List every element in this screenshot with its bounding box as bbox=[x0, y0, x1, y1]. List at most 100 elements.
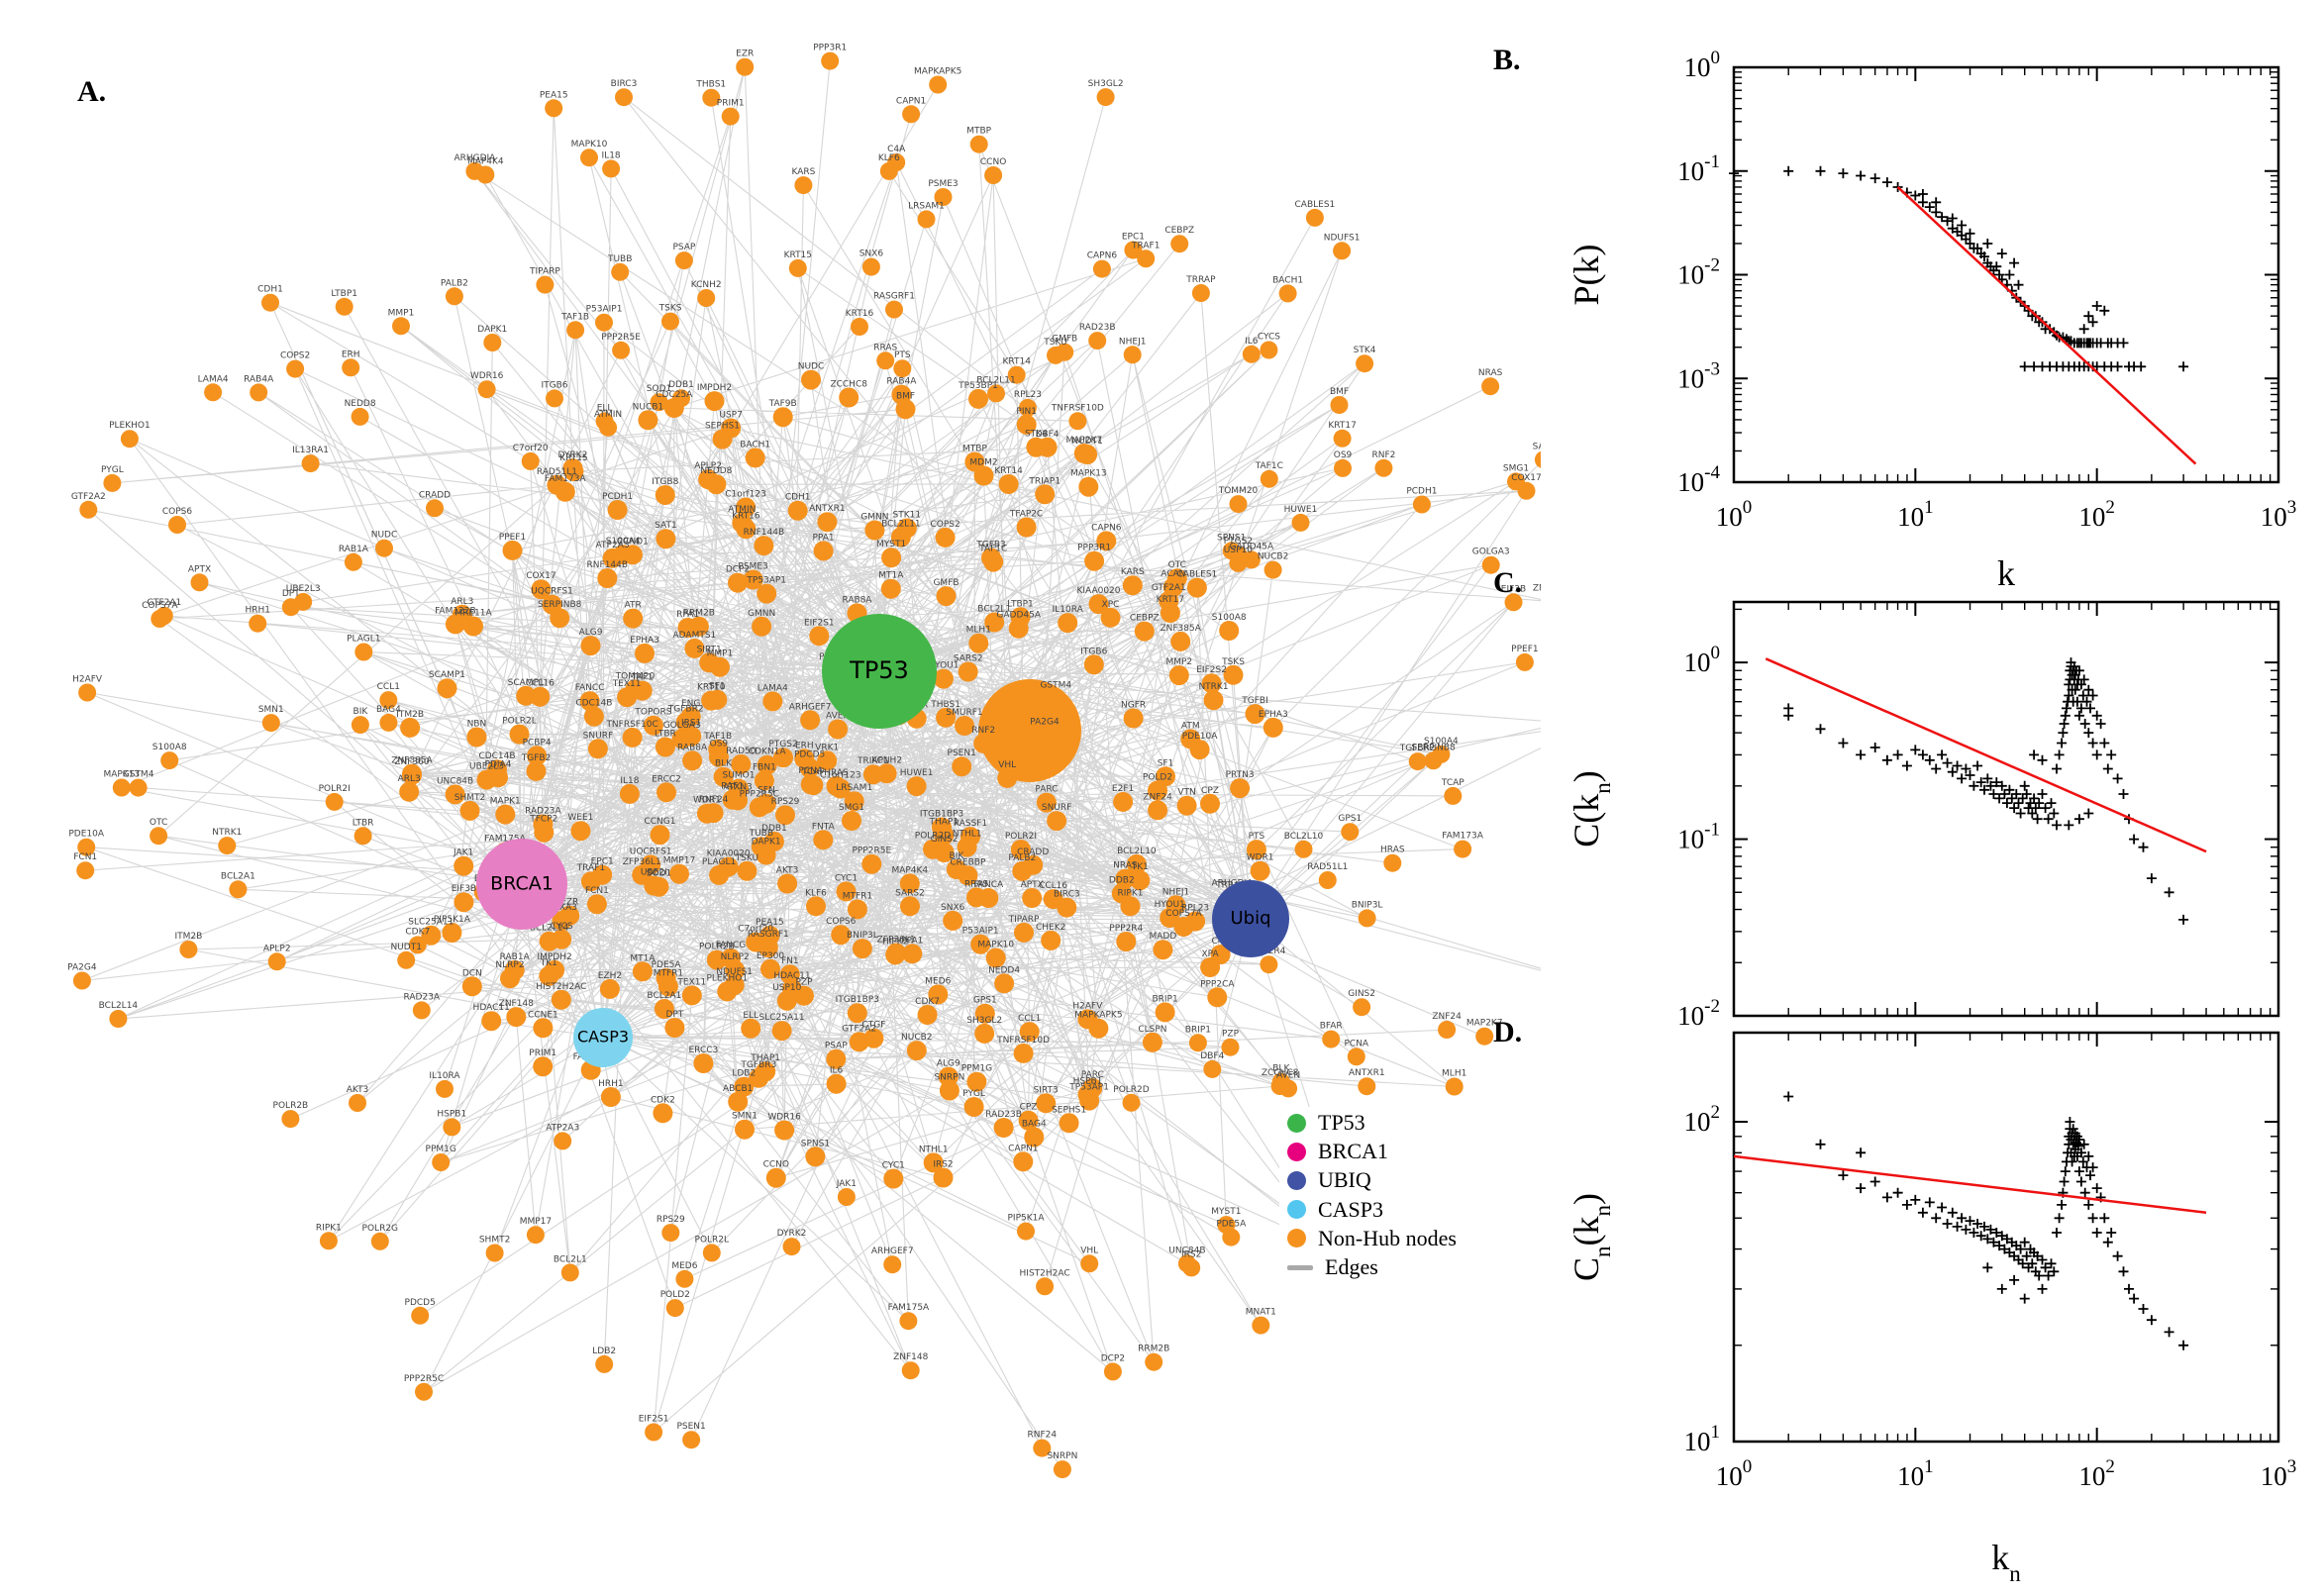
y-axis-label: C(kn) bbox=[1566, 770, 1615, 848]
svg-text:IL10RA: IL10RA bbox=[429, 1071, 460, 1081]
svg-text:PIN1: PIN1 bbox=[1016, 407, 1037, 417]
svg-text:HRAS: HRAS bbox=[1380, 846, 1405, 855]
svg-text:LDB2: LDB2 bbox=[732, 1069, 756, 1079]
svg-text:PEA15: PEA15 bbox=[540, 90, 568, 100]
svg-text:CAPN1: CAPN1 bbox=[896, 96, 926, 106]
svg-text:E2F1: E2F1 bbox=[1112, 784, 1134, 794]
svg-text:BCL2L10: BCL2L10 bbox=[1284, 832, 1324, 842]
svg-text:SF1: SF1 bbox=[1158, 758, 1174, 768]
svg-text:TNFRSF10D: TNFRSF10D bbox=[996, 1036, 1050, 1046]
svg-text:SMN1: SMN1 bbox=[258, 705, 284, 715]
svg-text:DDB1: DDB1 bbox=[761, 824, 787, 834]
svg-text:MMP1: MMP1 bbox=[388, 308, 415, 318]
svg-text:PA2G4: PA2G4 bbox=[67, 963, 97, 973]
svg-text:GADD45A: GADD45A bbox=[996, 611, 1041, 621]
svg-text:PCNA: PCNA bbox=[1344, 1039, 1368, 1048]
svg-text:EZR: EZR bbox=[736, 50, 754, 59]
chart-clustering-coefficient: 100 10-1 10-2 C(kn) bbox=[1541, 590, 2323, 1028]
svg-text:BIK: BIK bbox=[950, 851, 965, 861]
axis-ticks bbox=[1733, 602, 2279, 1017]
svg-text:BNIP3L: BNIP3L bbox=[847, 931, 878, 941]
svg-text:DDB1: DDB1 bbox=[668, 380, 694, 390]
svg-text:SEPHS1: SEPHS1 bbox=[705, 422, 740, 432]
svg-text:RNF24: RNF24 bbox=[1027, 1431, 1057, 1441]
svg-text:MAPK10: MAPK10 bbox=[977, 941, 1014, 950]
y-axis-tick-labels: 102 101 bbox=[1684, 1102, 1721, 1456]
svg-text:MRE11A: MRE11A bbox=[454, 609, 492, 619]
x-axis-label: k bbox=[1997, 553, 2015, 593]
plot-border bbox=[1732, 600, 2280, 1018]
svg-text:MMP17: MMP17 bbox=[663, 856, 695, 866]
legend-label: TP53 bbox=[1318, 1110, 1365, 1135]
svg-text:SERPINB8: SERPINB8 bbox=[1411, 743, 1456, 752]
svg-text:TRRAP: TRRAP bbox=[1215, 881, 1246, 891]
tick-label: 10-2 bbox=[1677, 255, 1720, 290]
svg-text:ACAN: ACAN bbox=[1161, 569, 1185, 579]
legend-item: Non-Hub nodes bbox=[1287, 1226, 1457, 1250]
svg-text:POLR2I: POLR2I bbox=[319, 784, 351, 794]
svg-text:CRADD: CRADD bbox=[1017, 848, 1049, 857]
svg-text:TOPORS: TOPORS bbox=[634, 708, 671, 718]
svg-text:COX17: COX17 bbox=[526, 571, 556, 581]
legend-label: BRCA1 bbox=[1318, 1139, 1388, 1164]
svg-text:USP7: USP7 bbox=[719, 411, 742, 421]
tick-label: 100 bbox=[1716, 497, 1753, 532]
svg-text:PPM1G: PPM1G bbox=[961, 1064, 992, 1074]
legend-item: Edges bbox=[1287, 1254, 1457, 1279]
svg-text:MLH1: MLH1 bbox=[1442, 1069, 1466, 1079]
svg-text:EP300: EP300 bbox=[757, 951, 785, 961]
svg-text:ATXN3: ATXN3 bbox=[723, 782, 753, 792]
svg-text:ITGB1BP3: ITGB1BP3 bbox=[920, 810, 963, 820]
svg-text:MAPK13: MAPK13 bbox=[1070, 469, 1107, 479]
svg-text:LDB2: LDB2 bbox=[592, 1347, 616, 1356]
svg-text:CLSPN: CLSPN bbox=[1138, 1025, 1166, 1035]
svg-text:OTC: OTC bbox=[1168, 560, 1186, 570]
svg-text:DAPK1: DAPK1 bbox=[752, 838, 781, 848]
svg-text:GTF2A1: GTF2A1 bbox=[147, 598, 181, 608]
svg-text:SOD1: SOD1 bbox=[647, 869, 671, 879]
svg-text:MDM2: MDM2 bbox=[969, 458, 997, 468]
svg-text:ITGB6: ITGB6 bbox=[541, 380, 567, 390]
svg-text:BFAR: BFAR bbox=[1320, 1022, 1343, 1032]
svg-text:AKT3: AKT3 bbox=[776, 866, 799, 876]
svg-text:COPS2: COPS2 bbox=[280, 351, 310, 361]
svg-text:ANXA3: ANXA3 bbox=[547, 903, 577, 913]
svg-text:FANCA: FANCA bbox=[973, 880, 1004, 890]
svg-text:JAK1: JAK1 bbox=[836, 1179, 857, 1189]
svg-text:APLP2: APLP2 bbox=[694, 461, 722, 471]
svg-text:TSKS: TSKS bbox=[658, 304, 682, 314]
svg-text:RPS29: RPS29 bbox=[656, 1215, 685, 1225]
svg-text:PIP5K1A: PIP5K1A bbox=[434, 915, 471, 925]
svg-text:H2AFV: H2AFV bbox=[1072, 1001, 1103, 1011]
svg-text:PDCD5: PDCD5 bbox=[794, 750, 825, 760]
svg-text:VRK1: VRK1 bbox=[815, 743, 839, 752]
svg-text:TP53AP1: TP53AP1 bbox=[746, 576, 786, 586]
svg-text:ELL: ELL bbox=[743, 1011, 758, 1021]
svg-text:PARC: PARC bbox=[1081, 1070, 1104, 1080]
svg-text:NUCB2: NUCB2 bbox=[901, 1033, 933, 1043]
svg-text:BAG4: BAG4 bbox=[1022, 1120, 1047, 1130]
svg-text:WDR16: WDR16 bbox=[470, 371, 504, 381]
svg-text:RAB4A: RAB4A bbox=[244, 374, 274, 384]
svg-text:TRRAP: TRRAP bbox=[1185, 275, 1216, 285]
svg-text:EIF3B: EIF3B bbox=[1501, 584, 1526, 594]
svg-text:TAF1B: TAF1B bbox=[703, 732, 732, 742]
svg-text:TEX11: TEX11 bbox=[612, 679, 642, 689]
svg-text:UNC84B: UNC84B bbox=[1168, 1246, 1205, 1255]
svg-text:TCAP: TCAP bbox=[801, 767, 825, 777]
svg-text:ARHGDIA: ARHGDIA bbox=[454, 153, 496, 163]
svg-text:IL13RA1: IL13RA1 bbox=[292, 446, 329, 455]
legend-swatch-brca1 bbox=[1287, 1142, 1306, 1161]
svg-text:PCDH1: PCDH1 bbox=[602, 492, 633, 502]
svg-text:CAPN6: CAPN6 bbox=[1087, 251, 1118, 261]
svg-text:TGFBR2: TGFBR2 bbox=[667, 704, 704, 714]
svg-text:OS9: OS9 bbox=[710, 740, 729, 749]
svg-text:UQCRFS1: UQCRFS1 bbox=[531, 587, 573, 597]
panel-c-label: C. bbox=[1493, 566, 1523, 599]
tick-label: 103 bbox=[2261, 1456, 2297, 1491]
svg-text:ATP2A3: ATP2A3 bbox=[546, 1123, 579, 1133]
fit-line bbox=[1733, 1154, 2207, 1214]
svg-text:NTRK1: NTRK1 bbox=[212, 828, 242, 838]
svg-text:NGFR: NGFR bbox=[1121, 701, 1146, 711]
svg-text:BCL2A1: BCL2A1 bbox=[221, 871, 255, 881]
